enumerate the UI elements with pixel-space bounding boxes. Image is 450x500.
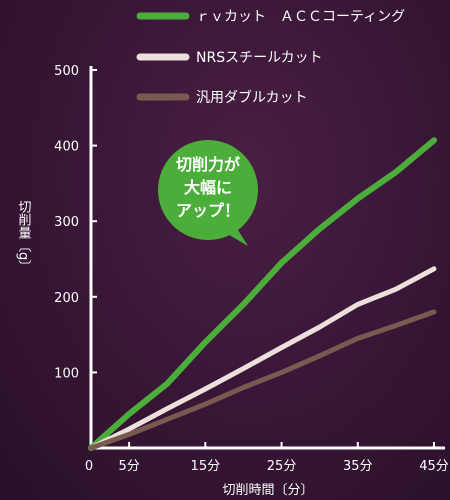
legend-label: 汎用ダブルカット: [196, 89, 308, 106]
y-tick-label: 300: [54, 215, 79, 230]
x-tick-label: 0: [85, 459, 93, 474]
y-tick-label: 400: [54, 140, 79, 155]
y-axis-title: 切削量〔g〕: [16, 200, 32, 273]
legend-label: NRSスチールカット: [196, 50, 323, 66]
callout-text-line: 切削力が: [176, 155, 240, 174]
x-tick-label: 25分: [267, 459, 297, 474]
x-tick-label: 35分: [343, 459, 373, 474]
callout-text-line: アップ！: [176, 201, 240, 220]
x-tick-label: 15分: [191, 459, 221, 474]
y-tick-label: 200: [54, 291, 79, 306]
legend-label: ｒｖカット ＡＣＣコーティング: [196, 9, 405, 25]
callout-text-line: 大幅に: [184, 178, 232, 197]
series-group: [88, 137, 437, 451]
y-tick-label: 100: [54, 366, 79, 381]
callout-circle: [158, 140, 258, 240]
x-tick-label: 5分: [118, 459, 139, 474]
series-line-3: [88, 309, 437, 451]
series-line-1: [88, 137, 437, 451]
y-tick-label: 500: [54, 64, 79, 79]
x-tick-label: 45分: [419, 459, 449, 474]
x-axis-title: 切削時間〔分〕: [222, 483, 313, 498]
series-line-2: [88, 266, 437, 451]
